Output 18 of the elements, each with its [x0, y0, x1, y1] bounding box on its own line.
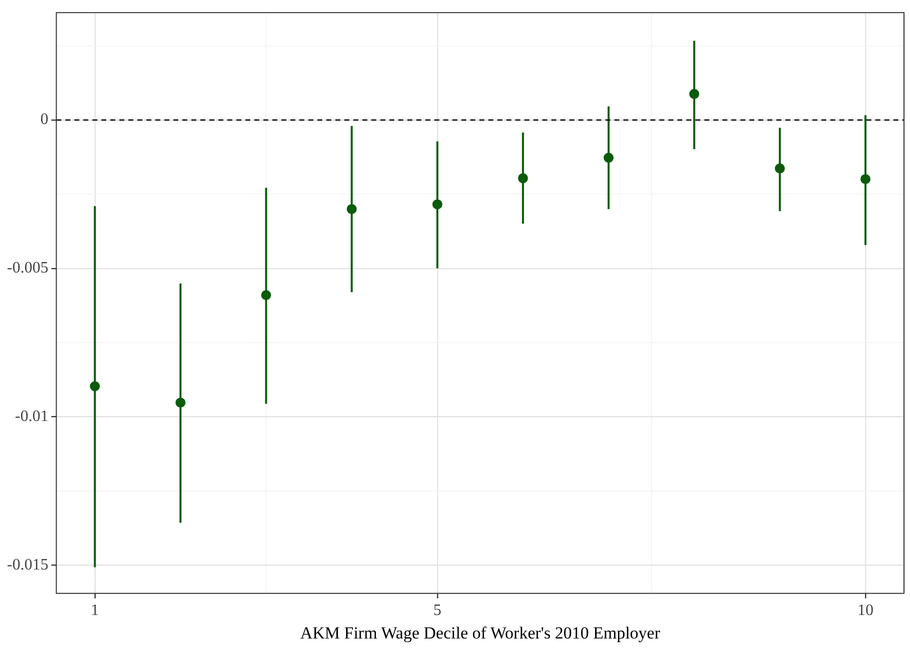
point	[689, 88, 700, 99]
point	[518, 173, 528, 184]
point	[604, 152, 614, 163]
y-tick-label: 0	[40, 111, 48, 128]
point	[175, 398, 186, 408]
y-tick-label: -0.015	[7, 556, 48, 574]
point	[860, 174, 870, 184]
point	[90, 381, 100, 392]
x-tick-label: 5	[433, 602, 442, 620]
point	[261, 290, 272, 300]
x-tick-label: 1	[90, 602, 99, 620]
x-axis-title: AKM Firm Wage Decile of Worker's 2010 Employer	[300, 623, 660, 642]
y-tick-label: -0.005	[7, 260, 48, 277]
y-tick-label: -0.01	[15, 408, 48, 426]
x-tick-label: 10	[857, 602, 874, 620]
point	[432, 199, 442, 210]
point	[346, 204, 357, 214]
point	[774, 163, 785, 174]
